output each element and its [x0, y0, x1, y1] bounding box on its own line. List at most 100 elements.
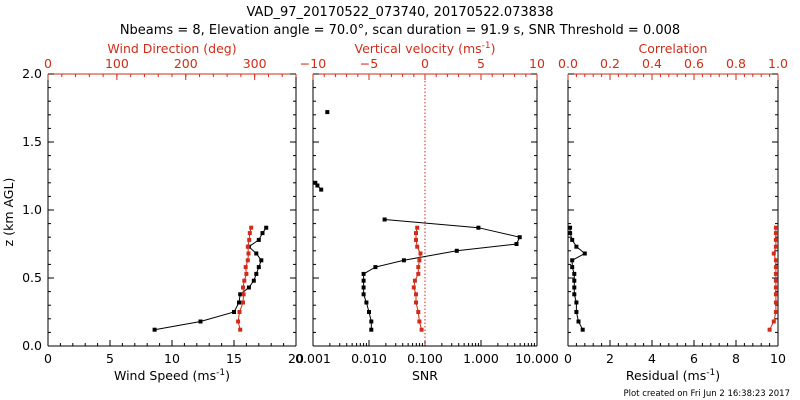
y-axis-label: z (km AGL): [1, 178, 16, 247]
series-black-point: [232, 310, 236, 314]
x-bottom-axis-label: Residual (ms-1): [626, 368, 720, 383]
series-red-point: [773, 244, 778, 249]
series-red-point: [242, 278, 247, 283]
series-red-point: [244, 271, 249, 276]
series-black-point: [256, 237, 261, 242]
series-black-point: [260, 231, 265, 236]
series-red-point: [773, 237, 778, 242]
x-bottom-axis-label: SNR: [412, 368, 438, 383]
series-black-point: [313, 180, 318, 185]
series-black-point: [574, 310, 579, 314]
series-black-point: [361, 292, 366, 297]
x-bottom-tick-label: 15: [226, 351, 242, 366]
series-black-point: [325, 110, 330, 115]
x-bottom-axis-label-end: ): [715, 368, 720, 383]
series-black-point: [574, 244, 579, 249]
series-black-point: [568, 231, 573, 236]
series-red-point: [249, 225, 254, 230]
x-bottom-axis-label-sup: -1: [216, 368, 225, 378]
series-black-point: [572, 285, 577, 290]
x-bottom-tick-label: 0: [44, 351, 52, 366]
y-tick-label: 0.0: [22, 338, 42, 353]
series-black-point: [476, 225, 481, 230]
x-top-tick-label: 0.0: [558, 56, 578, 71]
series-black-point: [264, 225, 269, 230]
series-black-point: [570, 265, 575, 270]
series-red-point: [414, 231, 418, 236]
x-top-tick-label: 0: [421, 56, 429, 71]
series-black-point: [198, 319, 203, 324]
x-top-tick-label: 100: [105, 56, 129, 71]
x-bottom-axis-label-end: ): [225, 368, 230, 383]
series-black-point: [514, 242, 519, 246]
figure-title-line1: VAD_97_20170522_073740, 20170522.073838: [247, 5, 554, 20]
series-red-point: [246, 251, 251, 256]
series-black-line: [154, 227, 267, 331]
series-red-point: [414, 237, 418, 242]
series-black-point: [582, 251, 587, 256]
x-top-tick-label: 0.6: [684, 56, 704, 71]
y-tick-label: 2.0: [22, 66, 42, 81]
x-top-tick-label: 0.2: [600, 56, 620, 71]
x-top-tick-label: −10: [300, 56, 326, 71]
x-bottom-tick-label: 4: [648, 351, 656, 366]
y-tick-label: 0.5: [22, 270, 42, 285]
y-tick-label: 1.5: [22, 134, 42, 149]
series-red-point: [241, 285, 245, 290]
series-black-point: [361, 271, 366, 276]
series-red-point: [417, 258, 422, 263]
x-bottom-tick-label: 6: [690, 351, 698, 366]
x-top-tick-label: 5: [477, 56, 485, 71]
series-red-point: [773, 300, 778, 305]
plot-footer: Plot created on Fri Jun 2 16:38:23 2017: [623, 389, 790, 399]
series-red-point: [411, 285, 416, 290]
series-black-point: [373, 265, 378, 270]
x-top-tick-label: 0.4: [642, 56, 662, 71]
x-bottom-tick-label: 0.100: [407, 351, 443, 366]
series-red-point: [773, 265, 778, 270]
x-top-tick-label: 0.8: [726, 56, 746, 71]
series-black-point: [315, 183, 320, 188]
x-bottom-tick-label: 0: [564, 351, 572, 366]
series-black-point: [572, 278, 577, 283]
series-black-point: [364, 300, 369, 305]
series-black-point: [574, 300, 579, 305]
series-black-line: [363, 219, 521, 330]
series-black-point: [238, 292, 243, 297]
x-bottom-tick-label: 10: [770, 351, 786, 366]
series-black-point: [454, 248, 459, 253]
series-red-point: [419, 327, 424, 332]
x-bottom-tick-label: 0.001: [295, 351, 331, 366]
series-red-point: [414, 292, 418, 297]
series-red-point: [773, 258, 778, 263]
series-red-point: [773, 271, 778, 276]
series-black-point: [256, 265, 261, 270]
series-black-point: [251, 278, 256, 283]
x-bottom-axis-label-text: SNR: [412, 368, 438, 383]
x-top-axis-label-text: Wind Direction (deg): [107, 41, 236, 56]
series-red-point: [417, 319, 422, 324]
series-black-point: [382, 217, 387, 222]
series-red-point: [237, 310, 242, 314]
x-bottom-axis-label-text: Wind Speed (ms: [114, 368, 216, 383]
series-black-point: [246, 285, 251, 290]
x-bottom-axis-label-text: Residual (ms: [626, 368, 706, 383]
series-red-point: [773, 285, 778, 290]
series-black-point: [361, 285, 366, 290]
x-top-axis-label: Correlation: [639, 41, 708, 56]
series-black-point: [517, 235, 522, 240]
series-red-point: [415, 225, 420, 230]
series-red-point: [415, 244, 420, 249]
series-black-point: [580, 327, 585, 332]
series-red-point: [767, 327, 772, 332]
x-bottom-tick-label: 8: [732, 351, 740, 366]
x-bottom-axis-label-sup: -1: [706, 368, 715, 378]
x-top-tick-label: 300: [243, 56, 267, 71]
series-black-point: [367, 310, 371, 314]
x-top-axis-label-text: Correlation: [639, 41, 708, 56]
series-red-point: [414, 300, 418, 305]
series-black-point: [319, 187, 324, 192]
series-black-point: [361, 278, 366, 283]
series-black-point: [570, 237, 575, 242]
series-red-point: [412, 278, 417, 283]
